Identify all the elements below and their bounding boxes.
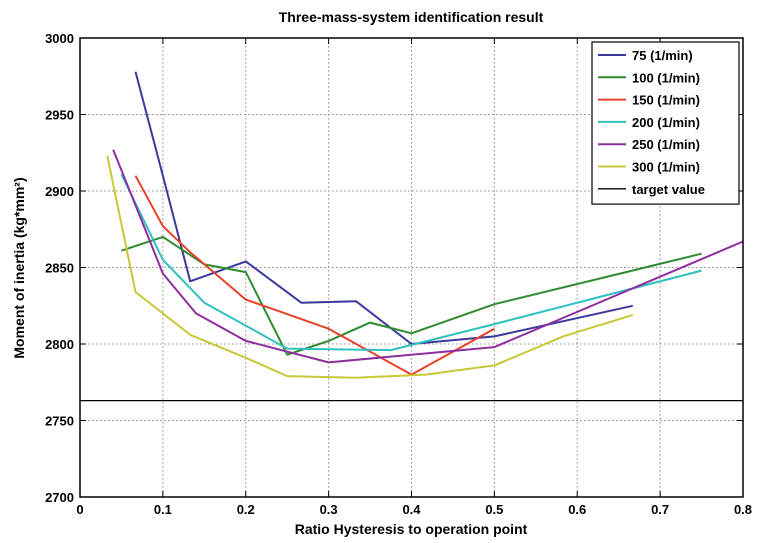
y-tick-label: 2800 <box>45 337 74 352</box>
legend-label: 300 (1/min) <box>632 160 700 175</box>
x-tick-label: 0.8 <box>734 502 752 517</box>
series-line-300 <box>106 155 634 379</box>
tick-labels: 0 0.1 0.2 0.3 0.4 0.5 0.6 0.7 0.8 2700 2750 2800 285… <box>45 31 752 517</box>
x-tick-label: 0.6 <box>568 502 586 517</box>
x-axis-label: Ratio Hysteresis to operation point <box>295 521 528 537</box>
legend-label: target value <box>632 182 705 197</box>
legend-label: 75 (1/min) <box>632 48 693 63</box>
y-tick-label: 3000 <box>45 31 74 46</box>
y-tick-label: 2750 <box>45 414 74 429</box>
x-tick-label: 0.7 <box>651 502 669 517</box>
series-group <box>80 71 744 402</box>
series-line-200 <box>120 173 702 352</box>
series-line-75 <box>134 71 634 345</box>
x-tick-label: 0.5 <box>485 502 503 517</box>
y-tick-label: 2950 <box>45 108 74 123</box>
chart-title: Three-mass-system identification result <box>279 9 544 25</box>
x-tick-label: 0.4 <box>402 502 421 517</box>
series-line-250 <box>112 149 744 364</box>
legend-label: 200 (1/min) <box>632 115 700 130</box>
x-tick-label: 0.3 <box>320 502 338 517</box>
y-tick-label: 2700 <box>45 490 74 505</box>
x-tick-label: 0.1 <box>154 502 172 517</box>
x-tick-label: 0.2 <box>237 502 255 517</box>
legend-label: 100 (1/min) <box>632 70 700 85</box>
legend-label: 250 (1/min) <box>632 137 700 152</box>
legend: 75 (1/min) 100 (1/min) 150 (1/min) 200 (1/m… <box>591 41 740 205</box>
y-tick-label: 2900 <box>45 184 74 199</box>
legend-box <box>591 41 740 205</box>
y-axis-label: Moment of inertia (kg*mm²) <box>11 177 27 358</box>
y-tick-label: 2850 <box>45 261 74 276</box>
series-line-100 <box>121 235 702 356</box>
legend-label: 150 (1/min) <box>632 93 700 108</box>
x-tick-label: 0 <box>76 502 83 517</box>
